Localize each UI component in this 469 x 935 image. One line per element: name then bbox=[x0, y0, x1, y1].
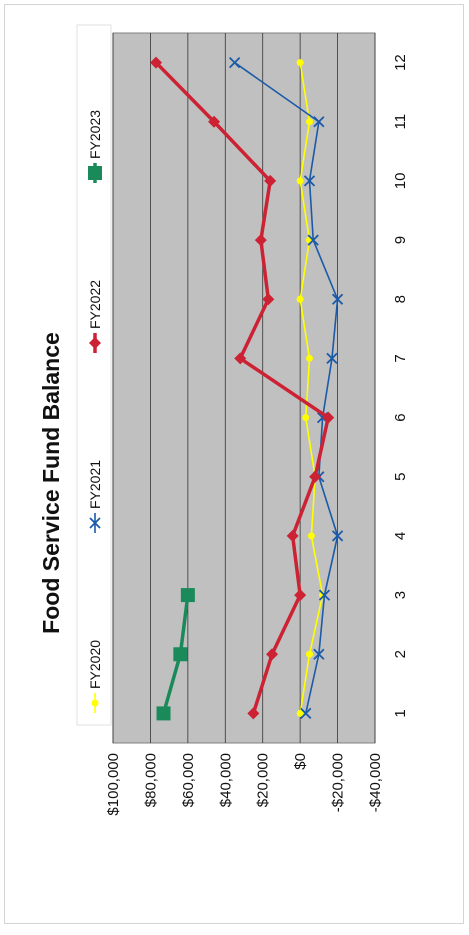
data-point bbox=[296, 709, 304, 717]
y-tick-label: -$20,000 bbox=[330, 753, 347, 812]
y-tick-label: -$40,000 bbox=[367, 753, 384, 812]
x-tick-label: 11 bbox=[392, 114, 409, 130]
x-tick-label: 4 bbox=[392, 532, 409, 540]
data-point bbox=[309, 470, 322, 483]
data-point bbox=[89, 337, 101, 349]
x-tick-label: 7 bbox=[392, 354, 409, 362]
legend: FY2020 FY2021 FY2022 FY2023 bbox=[87, 110, 103, 713]
data-point bbox=[331, 530, 344, 542]
data-point bbox=[306, 650, 313, 658]
x-tick-label: 2 bbox=[392, 650, 409, 658]
series-fy2023 bbox=[156, 588, 195, 721]
legend-item-fy2023: FY2023 bbox=[87, 110, 103, 183]
data-point bbox=[234, 352, 247, 365]
data-point bbox=[326, 352, 338, 365]
y-tick-label: $100,000 bbox=[105, 753, 122, 816]
series-layer bbox=[150, 56, 344, 721]
x-tick-label: 6 bbox=[392, 413, 409, 421]
legend-label: FY2021 bbox=[87, 460, 103, 509]
x-tick-label: 12 bbox=[392, 54, 409, 71]
y-axis-ticks: $100,000 $80,000 $60,000 $40,000 $20,000 $0 -$… bbox=[105, 753, 384, 816]
data-point bbox=[254, 234, 267, 247]
data-point bbox=[286, 529, 299, 542]
data-point bbox=[91, 699, 99, 707]
data-point bbox=[180, 588, 195, 603]
data-point bbox=[262, 293, 275, 306]
data-point bbox=[208, 115, 221, 128]
data-point bbox=[229, 56, 241, 69]
data-point bbox=[294, 589, 307, 602]
data-point bbox=[156, 706, 171, 721]
chart-title: Food Service Fund Balance bbox=[38, 332, 64, 634]
chart-canvas: $100,000 $80,000 $60,000 $40,000 $20,000 $0 -$… bbox=[38, 24, 409, 816]
data-point bbox=[300, 707, 312, 720]
grid-lines bbox=[112, 33, 376, 743]
y-tick-label: $80,000 bbox=[142, 753, 159, 807]
legend-label: FY2020 bbox=[87, 640, 103, 689]
series-fy2022 bbox=[150, 56, 335, 720]
data-point bbox=[150, 56, 163, 69]
y-tick-label: $60,000 bbox=[180, 753, 197, 807]
legend-item-fy2021: FY2021 bbox=[87, 460, 103, 533]
y-tick-label: $40,000 bbox=[217, 753, 234, 807]
data-point bbox=[296, 59, 304, 67]
legend-item-fy2020: FY2020 bbox=[87, 640, 103, 713]
series-line bbox=[154, 61, 330, 714]
legend-box bbox=[76, 24, 112, 726]
legend-item-fy2022: FY2022 bbox=[87, 280, 103, 353]
data-point bbox=[296, 177, 304, 185]
x-tick-label: 3 bbox=[392, 591, 409, 599]
data-point bbox=[266, 648, 279, 661]
x-tick-label: 10 bbox=[392, 173, 409, 190]
data-point bbox=[247, 707, 260, 720]
data-point bbox=[302, 414, 310, 422]
data-point bbox=[306, 354, 313, 362]
data-point bbox=[307, 234, 319, 246]
data-point bbox=[331, 293, 344, 305]
x-tick-label: 5 bbox=[392, 473, 409, 481]
data-point bbox=[313, 116, 325, 128]
plot-area bbox=[112, 32, 376, 744]
x-tick-label: 1 bbox=[392, 709, 409, 717]
data-point bbox=[89, 517, 101, 529]
x-tick-label: 8 bbox=[392, 295, 409, 303]
data-point bbox=[322, 411, 335, 424]
data-point bbox=[303, 175, 316, 187]
legend-label: FY2023 bbox=[87, 110, 103, 159]
x-tick-label: 9 bbox=[392, 236, 409, 244]
data-point bbox=[173, 647, 188, 662]
data-point bbox=[264, 174, 277, 187]
series-line bbox=[234, 61, 339, 714]
data-point bbox=[318, 589, 331, 601]
data-point bbox=[296, 295, 304, 303]
series-line bbox=[299, 62, 324, 714]
data-point bbox=[88, 166, 102, 180]
series-fy2021 bbox=[229, 56, 344, 720]
data-point bbox=[313, 648, 325, 660]
legend-label: FY2022 bbox=[87, 280, 103, 329]
chart-frame: $100,000 $80,000 $60,000 $40,000 $20,000 $0 -$… bbox=[4, 4, 464, 924]
data-point bbox=[306, 118, 313, 126]
y-tick-label: $20,000 bbox=[255, 753, 272, 807]
y-tick-label: $0 bbox=[292, 753, 309, 770]
data-point bbox=[307, 532, 315, 540]
